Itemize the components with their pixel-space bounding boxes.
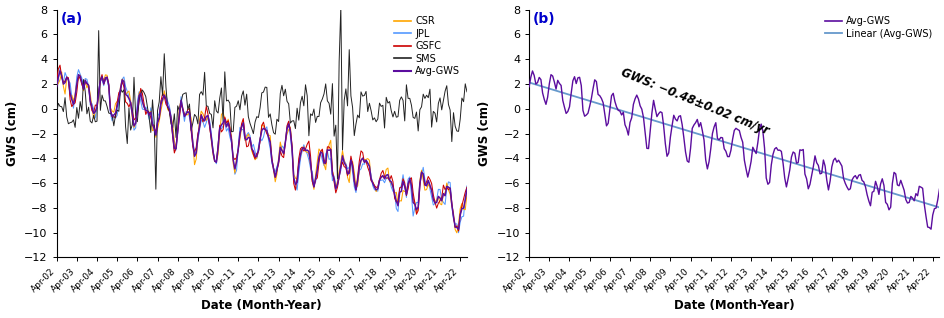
X-axis label: Date (Month-Year): Date (Month-Year) — [201, 300, 322, 313]
Legend: Avg-GWS, Linear (Avg-GWS): Avg-GWS, Linear (Avg-GWS) — [822, 14, 934, 41]
X-axis label: Date (Month-Year): Date (Month-Year) — [673, 300, 794, 313]
Legend: CSR, JPL, GSFC, SMS, Avg-GWS: CSR, JPL, GSFC, SMS, Avg-GWS — [392, 14, 462, 78]
Text: (a): (a) — [60, 12, 83, 26]
Y-axis label: GWS (cm): GWS (cm) — [478, 101, 491, 166]
Text: GWS: −0.48±0.02 cm/yr: GWS: −0.48±0.02 cm/yr — [618, 66, 770, 137]
Text: (b): (b) — [532, 12, 555, 26]
Y-axis label: GWS (cm): GWS (cm) — [6, 101, 19, 166]
